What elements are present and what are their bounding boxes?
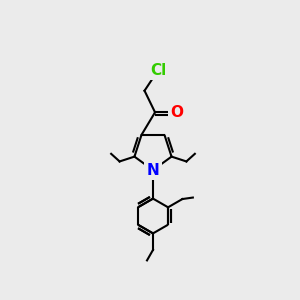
Text: N: N: [147, 163, 159, 178]
Text: O: O: [170, 105, 183, 120]
Text: Cl: Cl: [150, 63, 166, 78]
